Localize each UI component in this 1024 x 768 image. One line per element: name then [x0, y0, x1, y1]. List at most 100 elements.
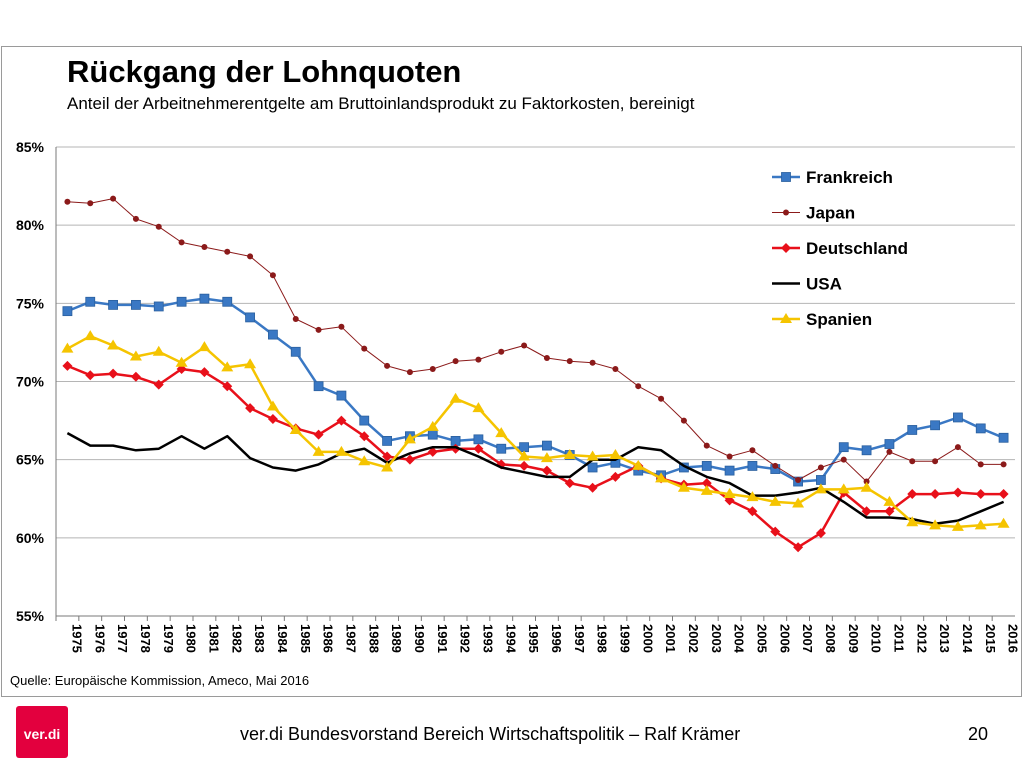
data-point-japan: [909, 458, 916, 465]
x-axis-ticks: 1975 1976 1977 1978 1979 1980 1981 1982 1983 1984…: [69, 624, 1020, 654]
data-point-deutschland: [336, 415, 347, 426]
data-point-spanien: [677, 481, 690, 492]
x-tick-label: 1979: [161, 624, 176, 653]
data-point-deutschland: [199, 367, 210, 378]
data-point-deutschland: [473, 443, 484, 454]
data-point-japan: [658, 395, 665, 402]
x-tick-label: 1975: [69, 624, 84, 653]
data-point-spanien: [175, 356, 188, 367]
series-spanien: [61, 330, 1010, 531]
data-point-spanien: [221, 361, 234, 372]
data-point-spanien: [61, 342, 74, 353]
data-point-spanien: [244, 358, 257, 369]
series-usa: [66, 432, 1005, 526]
x-tick-label: 1998: [595, 624, 610, 653]
data-point-japan: [178, 239, 185, 246]
x-tick-label: 2014: [960, 624, 975, 654]
data-point-spanien: [997, 517, 1010, 528]
data-point-frankreich: [199, 293, 210, 304]
page-number: 20: [968, 724, 989, 744]
data-point-japan: [977, 461, 984, 468]
x-tick-label: 1977: [115, 624, 130, 653]
x-tick-label: 1994: [503, 624, 518, 654]
logo-wordmark: ver.di: [24, 726, 61, 742]
data-point-deutschland: [610, 471, 621, 482]
data-point-frankreich: [245, 312, 255, 323]
data-point-japan: [680, 417, 687, 424]
data-point-deutschland: [564, 478, 575, 489]
data-point-spanien: [929, 519, 942, 530]
data-point-deutschland: [382, 451, 393, 462]
data-point-spanien: [860, 481, 873, 492]
data-point-deutschland: [793, 542, 804, 553]
legend-label-deutschland: Deutschland: [806, 239, 908, 258]
data-point-spanien: [586, 450, 599, 461]
data-point-spanien: [358, 455, 371, 466]
data-point-japan: [338, 323, 345, 330]
footer-text: ver.di Bundesvorstand Bereich Wirtschaft…: [240, 724, 741, 744]
data-point-deutschland: [975, 489, 986, 500]
legend-label-usa: USA: [806, 275, 842, 294]
x-tick-label: 2007: [800, 624, 815, 653]
data-point-japan: [772, 462, 779, 469]
data-point-deutschland: [245, 403, 256, 414]
data-point-frankreich: [153, 301, 164, 312]
data-point-japan: [863, 478, 870, 485]
x-tick-label: 1985: [298, 624, 313, 653]
x-tick-label: 1995: [526, 624, 541, 653]
data-point-japan: [315, 326, 322, 333]
legend-marker-spanien: [780, 313, 792, 323]
x-tick-label: 1980: [184, 624, 199, 653]
legend-label-japan: Japan: [806, 204, 855, 223]
data-point-deutschland: [404, 454, 415, 465]
data-point-frankreich: [268, 329, 278, 340]
data-point-japan: [932, 458, 939, 465]
data-point-spanien: [198, 341, 211, 352]
data-point-frankreich: [473, 434, 484, 445]
x-tick-label: 1993: [480, 624, 495, 653]
axes: [55, 147, 1015, 621]
x-tick-label: 1986: [321, 624, 336, 653]
data-point-japan: [589, 359, 596, 366]
data-point-japan: [87, 200, 94, 207]
data-point-deutschland: [313, 429, 324, 440]
data-point-frankreich: [222, 296, 233, 307]
data-point-japan: [886, 448, 893, 455]
slide-frame: [1, 46, 1022, 697]
data-point-japan: [749, 447, 756, 454]
data-point-deutschland: [153, 379, 164, 390]
data-point-spanien: [906, 516, 919, 527]
data-point-frankreich: [85, 296, 96, 307]
data-point-frankreich: [519, 442, 529, 453]
data-point-spanien: [814, 483, 827, 494]
slide-subtitle: Anteil der Arbeitnehmerentgelte am Brutt…: [67, 94, 695, 113]
data-point-japan: [292, 315, 299, 322]
series-group: [61, 195, 1010, 553]
data-point-deutschland: [998, 489, 1009, 500]
data-point-spanien: [723, 488, 736, 499]
x-tick-label: 2010: [869, 624, 884, 653]
data-point-spanien: [426, 420, 439, 431]
data-point-frankreich: [587, 462, 598, 473]
data-point-deutschland: [907, 489, 918, 500]
x-tick-label: 1997: [572, 624, 587, 653]
x-tick-label: 2004: [732, 624, 747, 654]
data-point-japan: [612, 365, 619, 372]
legend-marker-frankreich: [781, 172, 791, 182]
data-point-japan: [406, 369, 413, 376]
data-point-japan: [429, 365, 436, 372]
data-point-deutschland: [815, 528, 826, 539]
data-point-japan: [840, 456, 847, 463]
data-point-deutschland: [884, 506, 895, 517]
data-point-japan: [954, 444, 961, 451]
data-point-spanien: [769, 495, 782, 506]
data-point-spanien: [746, 491, 759, 502]
data-point-deutschland: [267, 414, 278, 425]
legend-item-usa: USA: [772, 275, 842, 294]
data-point-spanien: [312, 445, 325, 456]
data-point-deutschland: [861, 506, 872, 517]
y-tick-label: 75%: [16, 295, 45, 311]
data-point-deutschland: [108, 368, 119, 379]
data-point-spanien: [381, 461, 394, 472]
y-tick-label: 60%: [16, 530, 45, 546]
